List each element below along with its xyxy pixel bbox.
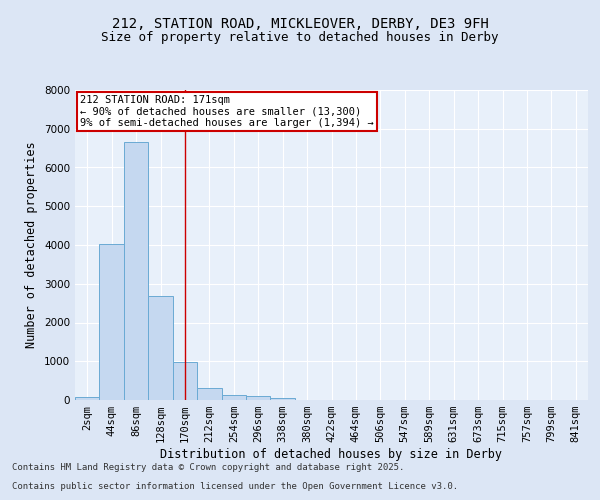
Bar [197,388,221,400]
Text: Contains HM Land Registry data © Crown copyright and database right 2025.: Contains HM Land Registry data © Crown c… [12,464,404,472]
X-axis label: Distribution of detached houses by size in Derby: Distribution of detached houses by size … [161,448,503,461]
Bar [173,362,197,400]
Bar [124,142,148,400]
Bar [148,296,173,400]
Y-axis label: Number of detached properties: Number of detached properties [25,142,38,348]
Bar [271,398,295,400]
Bar [100,244,124,400]
Text: 212, STATION ROAD, MICKLEOVER, DERBY, DE3 9FH: 212, STATION ROAD, MICKLEOVER, DERBY, DE… [112,18,488,32]
Text: 212 STATION ROAD: 171sqm
← 90% of detached houses are smaller (13,300)
9% of sem: 212 STATION ROAD: 171sqm ← 90% of detach… [80,94,374,128]
Bar [75,397,100,400]
Text: Size of property relative to detached houses in Derby: Size of property relative to detached ho… [101,31,499,44]
Bar [221,396,246,400]
Bar [246,396,271,400]
Text: Contains public sector information licensed under the Open Government Licence v3: Contains public sector information licen… [12,482,458,491]
